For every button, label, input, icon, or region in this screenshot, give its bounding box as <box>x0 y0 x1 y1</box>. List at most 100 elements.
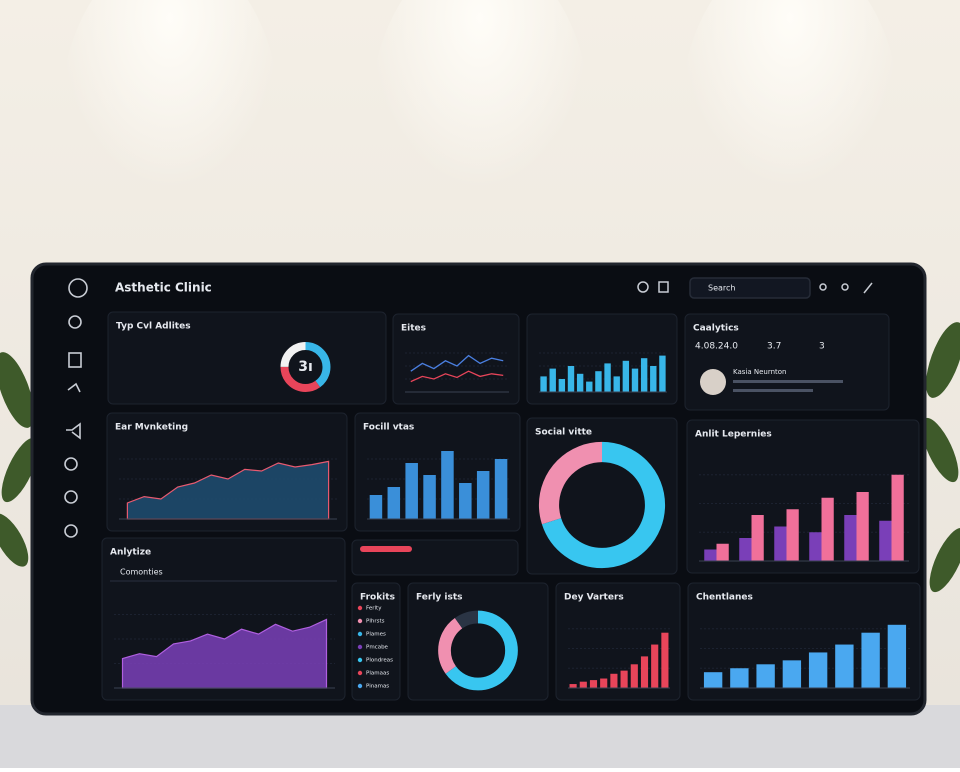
icon-button[interactable] <box>658 281 669 293</box>
bar <box>630 664 638 688</box>
bar <box>549 368 556 392</box>
donut-segment <box>538 441 666 569</box>
list-dot <box>357 618 363 624</box>
light <box>370 0 590 290</box>
stat-value: 3.7 <box>767 342 781 352</box>
panel <box>555 582 681 701</box>
search-box[interactable] <box>689 277 811 299</box>
bar <box>622 360 630 392</box>
light <box>680 0 900 290</box>
search-placeholder: Search <box>708 284 735 293</box>
bar <box>774 526 787 561</box>
nav-icon[interactable] <box>68 352 82 368</box>
light <box>60 0 280 290</box>
slider[interactable] <box>360 546 412 552</box>
bar <box>809 532 822 561</box>
list-dot <box>357 670 363 676</box>
bar <box>600 678 608 688</box>
icon-button[interactable] <box>841 283 849 291</box>
bar <box>704 549 717 561</box>
donut-segment <box>280 342 331 392</box>
panel <box>351 539 519 576</box>
bar <box>786 509 799 561</box>
list-dot <box>357 605 363 611</box>
panel-title: Caalytics <box>693 324 739 334</box>
bar <box>604 363 611 392</box>
plant-right <box>921 322 960 593</box>
bar <box>540 376 547 392</box>
search-icon[interactable] <box>637 281 649 293</box>
bar <box>441 451 454 519</box>
list-item: Pmcabe <box>366 645 389 651</box>
bar <box>640 656 649 688</box>
icon-button[interactable] <box>863 282 873 294</box>
toolbar <box>637 277 873 299</box>
bar <box>423 475 436 519</box>
bar <box>661 632 669 688</box>
panel-title: Dey Varters <box>564 593 624 603</box>
panel-title: Anlytize <box>110 548 151 558</box>
list-item: Ferlty <box>366 606 382 612</box>
bar <box>631 368 639 392</box>
text-line <box>733 380 843 383</box>
bar <box>640 358 648 392</box>
list-dot <box>357 644 363 650</box>
bar <box>891 474 904 561</box>
bar <box>659 355 666 392</box>
bar <box>756 664 775 688</box>
bar <box>751 515 764 561</box>
stat-value: 4.08.24.0 <box>695 342 738 352</box>
bar <box>782 660 802 688</box>
bar <box>861 632 880 688</box>
icon-button[interactable] <box>819 283 827 291</box>
bar <box>369 495 383 519</box>
nav-icon[interactable] <box>68 315 82 329</box>
avatar <box>700 369 726 395</box>
sidebar <box>64 278 88 538</box>
nav-icon[interactable] <box>66 422 81 440</box>
panel-title: Chentlanes <box>696 593 753 603</box>
bar <box>651 644 659 688</box>
logo <box>68 278 88 298</box>
bar <box>650 366 657 392</box>
bar <box>730 668 749 688</box>
bar <box>887 624 907 688</box>
list-dot <box>357 683 363 689</box>
panel-subtitle: Comonties <box>120 568 163 577</box>
bar <box>569 684 577 688</box>
bar <box>856 492 869 561</box>
donut-segment <box>280 342 331 392</box>
line <box>410 354 504 372</box>
bar <box>579 681 587 688</box>
nav-icon[interactable] <box>64 524 78 538</box>
nav-icon[interactable] <box>64 457 78 471</box>
nav-icon[interactable] <box>67 382 81 393</box>
panel-title: Frokits <box>360 593 395 603</box>
line <box>410 370 504 383</box>
area <box>121 618 328 689</box>
panel-title: Ferly ists <box>416 593 463 603</box>
list-item: Plondreas <box>366 658 393 664</box>
bar <box>586 381 593 392</box>
bar <box>567 366 575 392</box>
list-item: Pinamas <box>366 684 389 690</box>
bar <box>558 379 566 392</box>
plant-left <box>0 352 39 567</box>
bar <box>613 376 620 392</box>
panel <box>684 313 890 411</box>
bar <box>879 520 892 561</box>
bar <box>821 497 834 561</box>
list-dot <box>357 657 363 663</box>
nav-icon[interactable] <box>64 490 78 504</box>
person-name: Kasia Neurnton <box>733 368 787 376</box>
panel <box>407 582 549 701</box>
stat-value: 3 <box>819 342 825 352</box>
list-item: Plhrsts <box>366 619 385 625</box>
donut-label: 3ı <box>298 359 313 375</box>
bar <box>595 371 602 392</box>
text-line <box>733 389 813 392</box>
bar <box>387 487 401 519</box>
panel-title: Social vitte <box>535 428 592 438</box>
